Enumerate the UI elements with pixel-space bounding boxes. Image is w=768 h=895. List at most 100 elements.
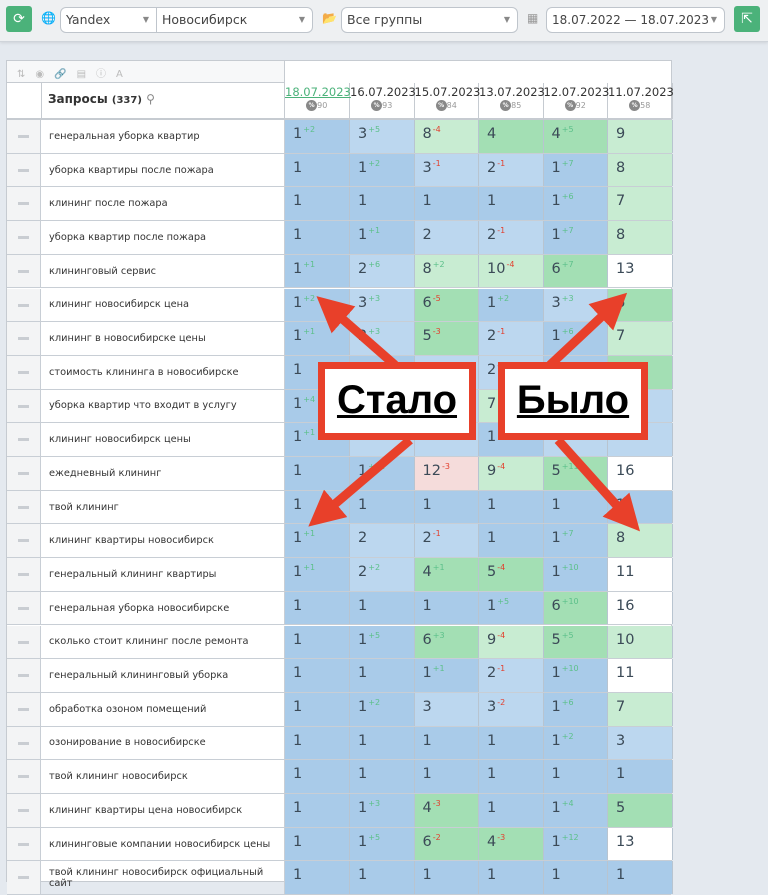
position-cell[interactable]: 7 xyxy=(608,692,673,726)
position-cell[interactable]: 2-1 xyxy=(414,524,479,558)
drag-handle[interactable] xyxy=(7,861,41,895)
position-cell[interactable]: 13 xyxy=(608,254,673,288)
position-cell[interactable]: 8 xyxy=(608,524,673,558)
query-cell[interactable]: твой клининг новосибирск официальный сай… xyxy=(41,861,285,895)
query-cell[interactable]: уборка квартир что входит в услугу xyxy=(41,389,285,423)
date-column-header[interactable]: 11.07.2023% 58 xyxy=(608,83,674,119)
position-cell[interactable]: 4+5 xyxy=(543,120,608,153)
date-column-header[interactable]: 16.07.2023% 93 xyxy=(350,83,416,119)
search-icon[interactable]: ⚲ xyxy=(146,92,155,106)
position-cell[interactable]: 1+6 xyxy=(543,692,608,726)
position-cell[interactable]: 6-2 xyxy=(414,827,479,861)
position-cell[interactable] xyxy=(543,423,608,456)
position-cell[interactable]: 1+11 xyxy=(350,457,415,490)
position-cell[interactable]: 1+10 xyxy=(543,558,608,591)
position-cell[interactable]: 1 xyxy=(479,524,544,558)
query-cell[interactable]: клининг новосибирск цены xyxy=(41,423,285,456)
position-cell[interactable] xyxy=(608,423,673,456)
position-cell[interactable]: 1 xyxy=(414,861,479,895)
drag-handle[interactable] xyxy=(7,423,41,456)
position-cell[interactable]: 2+2 xyxy=(350,558,415,591)
position-cell[interactable]: 7 xyxy=(608,322,673,355)
query-cell[interactable]: генеральный клининговый уборка xyxy=(41,659,285,692)
position-cell[interactable] xyxy=(350,423,415,456)
position-cell[interactable]: 13 xyxy=(608,827,673,861)
position-cell[interactable]: 1 xyxy=(479,794,544,827)
text-icon[interactable]: A xyxy=(116,69,133,80)
position-cell[interactable]: 1 xyxy=(543,355,608,389)
query-cell[interactable]: клининг квартиры цена новосибирск xyxy=(41,794,285,827)
region-select[interactable]: Новосибирск ▼ xyxy=(156,7,313,33)
position-cell[interactable]: 4 xyxy=(479,120,544,153)
position-cell[interactable]: 3 xyxy=(414,692,479,726)
position-cell[interactable]: 3+5 xyxy=(350,120,415,153)
position-cell[interactable]: 1+6 xyxy=(543,322,608,355)
date-column-header[interactable]: 15.07.2023% 84 xyxy=(415,83,480,119)
position-cell[interactable]: 1+2 xyxy=(285,288,350,322)
position-cell[interactable] xyxy=(543,389,608,423)
position-cell[interactable]: 2+3 xyxy=(350,322,415,355)
position-cell[interactable]: 1 xyxy=(350,591,415,625)
query-cell[interactable]: клининговые компании новосибирск цены xyxy=(41,827,285,861)
position-cell[interactable]: 2-1 xyxy=(479,221,544,254)
position-cell[interactable]: 1+2 xyxy=(285,120,350,153)
position-cell[interactable]: 2 xyxy=(414,355,479,389)
position-cell[interactable]: 12-3 xyxy=(414,457,479,490)
drag-handle[interactable] xyxy=(7,692,41,726)
drag-handle[interactable] xyxy=(7,288,41,322)
position-cell[interactable]: 6+3 xyxy=(414,625,479,659)
position-cell[interactable]: 1 xyxy=(285,221,350,254)
query-cell[interactable]: твой клининг xyxy=(41,490,285,524)
position-cell[interactable]: 5-3 xyxy=(414,322,479,355)
position-cell[interactable]: 1+10 xyxy=(543,659,608,692)
position-cell[interactable]: 1 xyxy=(285,153,350,187)
position-cell[interactable]: 1 xyxy=(285,794,350,827)
position-cell[interactable]: 1+1 xyxy=(285,423,350,456)
query-cell[interactable]: клининг в новосибирске цены xyxy=(41,322,285,355)
position-cell[interactable]: 1 xyxy=(608,490,673,524)
position-cell[interactable]: 1 xyxy=(285,659,350,692)
sort-icon[interactable]: ⇅ xyxy=(17,69,36,80)
position-cell[interactable]: 8-4 xyxy=(414,120,479,153)
position-cell[interactable]: 1+1 xyxy=(285,322,350,355)
drag-handle[interactable] xyxy=(7,120,41,153)
position-cell[interactable]: 1 xyxy=(285,692,350,726)
query-cell[interactable]: стоимость клининга в новосибирске xyxy=(41,355,285,389)
position-cell[interactable]: 5 xyxy=(608,355,673,389)
query-cell[interactable]: клининг квартиры новосибирск xyxy=(41,524,285,558)
position-cell[interactable]: 1+4 xyxy=(543,794,608,827)
position-cell[interactable]: 3-2 xyxy=(479,692,544,726)
drag-handle[interactable] xyxy=(7,254,41,288)
position-cell[interactable]: 1 xyxy=(350,861,415,895)
position-cell[interactable]: 1 xyxy=(479,760,544,793)
position-cell[interactable]: 1+1 xyxy=(350,355,415,389)
position-cell[interactable]: 3+3 xyxy=(543,288,608,322)
position-cell[interactable]: 1 xyxy=(608,760,673,793)
drag-handle[interactable] xyxy=(7,389,41,423)
query-cell[interactable]: уборка квартиры после пожара xyxy=(41,153,285,187)
position-cell[interactable]: 8 xyxy=(608,153,673,187)
position-cell[interactable]: 10 xyxy=(608,625,673,659)
position-cell[interactable]: 1 xyxy=(350,187,415,221)
position-cell[interactable]: 1 xyxy=(285,355,350,389)
export-button[interactable]: ⇱ xyxy=(734,6,760,32)
drag-handle[interactable] xyxy=(7,625,41,659)
query-header[interactable]: Запросы (337) ⚲ xyxy=(41,83,285,119)
position-cell[interactable]: 1 xyxy=(479,423,544,456)
position-cell[interactable]: 8 xyxy=(608,221,673,254)
drag-handle[interactable] xyxy=(7,457,41,490)
position-cell[interactable]: 1+3 xyxy=(350,794,415,827)
position-cell[interactable]: 9-4 xyxy=(479,625,544,659)
query-cell[interactable]: твой клининг новосибирск xyxy=(41,760,285,793)
drag-handle[interactable] xyxy=(7,558,41,591)
position-cell[interactable]: 2-1 xyxy=(479,153,544,187)
query-cell[interactable]: уборка квартир после пожара xyxy=(41,221,285,254)
query-cell[interactable]: генеральная уборка новосибирске xyxy=(41,591,285,625)
sheet-icon[interactable]: ▤ xyxy=(76,69,97,80)
position-cell[interactable]: 2-1 xyxy=(479,659,544,692)
position-cell[interactable]: 1 xyxy=(543,861,608,895)
position-cell[interactable]: 11 xyxy=(608,659,673,692)
group-select[interactable]: Все группы ▼ xyxy=(341,7,518,33)
drag-handle[interactable] xyxy=(7,524,41,558)
position-cell[interactable]: 9-4 xyxy=(479,457,544,490)
